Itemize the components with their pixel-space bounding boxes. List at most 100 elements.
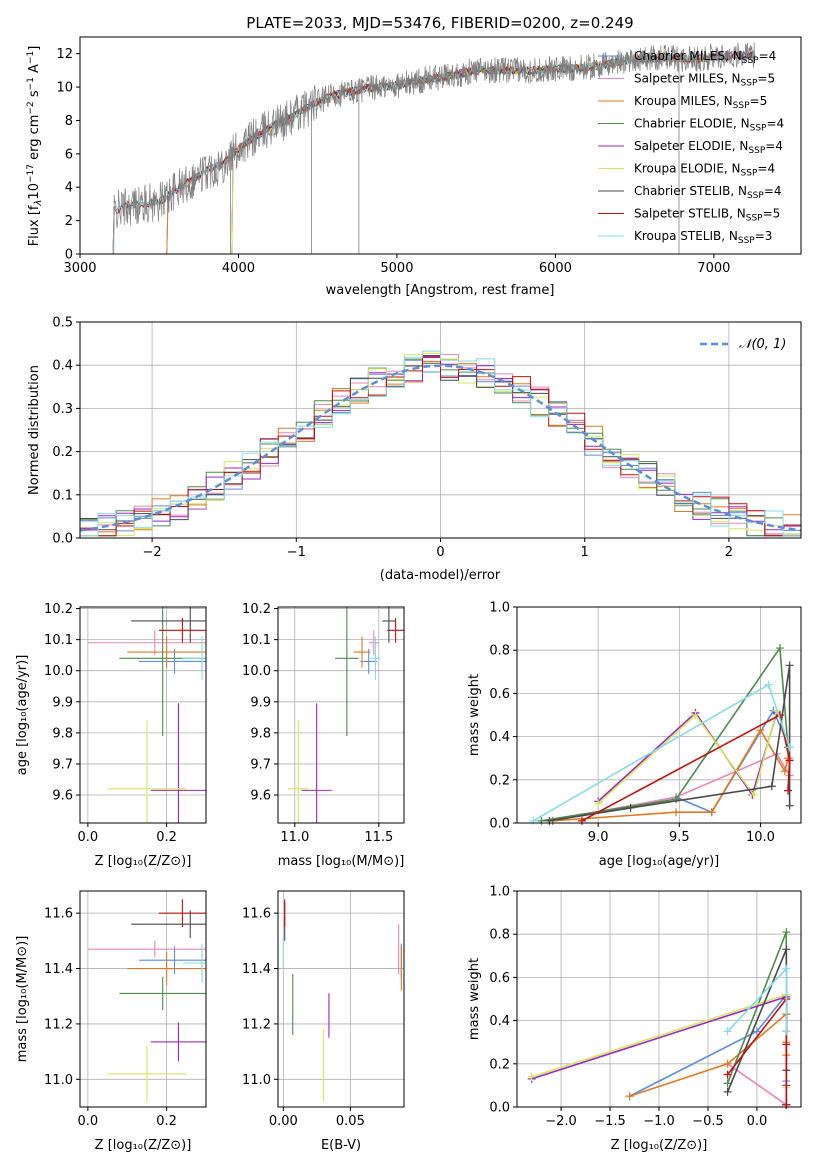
y-tick-label: 0.3 — [52, 402, 73, 417]
y-tick-label: 11.0 — [242, 1073, 271, 1088]
y-tick-label: 12 — [56, 47, 73, 62]
legend-label-chabrier_elodie: Chabrier ELODIE, NSSP=4 — [634, 117, 784, 134]
legend-label-kroupa_stelib: Kroupa STELIB, NSSP=3 — [634, 229, 772, 246]
y-tick-label: 9.8 — [250, 726, 271, 741]
y-tick-label: 11.4 — [242, 962, 271, 977]
mass-vs-z-y-label: mass [log₁₀(M/M⊙)] — [15, 936, 30, 1063]
y-tick-label: 6 — [65, 147, 73, 162]
y-tick-label: 1.0 — [489, 885, 510, 900]
weight-marker-chabrier_stelib — [785, 661, 794, 670]
age-vs-z-y-label: age [log₁₀(age/yr)] — [15, 655, 30, 776]
y-tick-label: 10 — [56, 81, 73, 96]
y-tick-label: 0.0 — [489, 817, 510, 832]
legend-label-kroupa_elodie: Kroupa ELODIE, NSSP=4 — [634, 162, 775, 179]
residual-histogram-kroupa_stelib — [80, 350, 801, 537]
x-tick-label: 11.5 — [364, 830, 393, 845]
spectrum-title: PLATE=2033, MJD=53476, FIBERID=0200, z=0… — [246, 14, 633, 32]
gaussian-curve — [79, 364, 802, 532]
age-vs-z-x-label: Z [log₁₀(Z/Z⊙)] — [95, 854, 192, 869]
x-tick-label: −1.5 — [594, 1114, 626, 1129]
y-tick-label: 9.9 — [52, 695, 73, 710]
weight-marker-chabrier_elodie — [723, 1079, 732, 1088]
gaussian-legend-label: 𝒩(0, 1) — [739, 337, 786, 352]
weight-vs-age-x-label: age [log₁₀(age/yr)] — [599, 854, 720, 869]
y-tick-label: 2 — [65, 214, 73, 229]
y-tick-label: 0.4 — [489, 1014, 510, 1029]
legend-label-salpeter_miles: Salpeter MILES, NSSP=5 — [634, 72, 775, 89]
y-tick-label: 10.1 — [44, 633, 73, 648]
y-tick-label: 0.1 — [52, 488, 73, 503]
weight-marker-chabrier_miles — [752, 1027, 761, 1036]
weight-marker-chabrier_stelib — [767, 782, 776, 791]
y-tick-label: 0.2 — [489, 1057, 510, 1072]
x-tick-label: 2 — [725, 545, 733, 560]
weight-marker-salpeter_stelib — [577, 816, 586, 825]
x-tick-label: −2.0 — [545, 1114, 577, 1129]
legend-label-salpeter_elodie: Salpeter ELODIE, NSSP=4 — [634, 139, 783, 156]
x-tick-label: 6000 — [539, 261, 572, 276]
weight-line-kroupa_miles — [552, 728, 789, 822]
x-tick-label: 0.05 — [336, 1114, 365, 1129]
x-tick-label: 1 — [581, 545, 589, 560]
x-tick-label: 0.0 — [78, 830, 99, 845]
legend-label-chabrier_miles: Chabrier MILES, NSSP=4 — [634, 49, 776, 66]
y-tick-label: 0.0 — [489, 1101, 510, 1116]
residuals-x-label: (data-model)/error — [380, 568, 501, 583]
y-tick-label: 0.0 — [52, 532, 73, 547]
y-tick-label: 0 — [65, 248, 73, 263]
weight-marker-kroupa_elodie — [691, 711, 700, 719]
weight-marker-kroupa_stelib — [782, 1027, 791, 1036]
y-tick-label: 11.0 — [44, 1073, 73, 1088]
weight-marker-kroupa_miles — [723, 1059, 732, 1068]
y-tick-label: 10.2 — [242, 602, 271, 617]
weight-line-kroupa_elodie — [597, 710, 778, 805]
y-tick-label: 0.2 — [52, 445, 73, 460]
weight-marker-kroupa_elodie — [594, 799, 603, 808]
y-tick-label: 11.6 — [242, 907, 271, 922]
weight-marker-kroupa_elodie — [527, 1072, 536, 1081]
weight-marker-kroupa_miles — [707, 808, 716, 817]
x-tick-label: 10.0 — [746, 830, 775, 845]
weight-line-chabrier_miles — [552, 708, 791, 822]
x-tick-label: 9.5 — [669, 830, 690, 845]
x-tick-label: 0 — [436, 545, 444, 560]
x-tick-label: 0.0 — [78, 1114, 99, 1129]
mass-vs-z-x-label: Z [log₁₀(Z/Z⊙)] — [95, 1138, 192, 1153]
y-tick-label: 10.1 — [242, 633, 271, 648]
weight-marker-kroupa_stelib — [529, 816, 538, 825]
weight-marker-kroupa_miles — [780, 767, 789, 776]
weight-marker-kroupa_stelib — [723, 1027, 732, 1036]
spectrum-legend: Chabrier MILES, NSSP=4 Salpeter MILES, NS… — [598, 49, 784, 246]
y-tick-label: 0.6 — [489, 971, 510, 986]
x-tick-label: −1.0 — [643, 1114, 675, 1129]
weight-vs-age-y-label: mass weight — [467, 674, 482, 756]
weight-marker-salpeter_stelib — [782, 1040, 791, 1049]
y-tick-label: 9.6 — [52, 789, 73, 804]
weight-marker-chabrier_elodie — [775, 644, 784, 653]
legend-label-chabrier_stelib: Chabrier STELIB, NSSP=4 — [634, 184, 782, 201]
residuals-panel: −2 −1 0 1 2 0.0 0.1 0.2 0.3 0.4 0.5 (data-model)/e… — [27, 316, 802, 583]
weight-marker-chabrier_elodie — [672, 795, 681, 804]
x-tick-label: 4000 — [222, 261, 255, 276]
residuals-y-label: Normed distribution — [27, 365, 42, 495]
data-spectrum — [113, 42, 756, 255]
x-tick-label: 0.00 — [269, 1114, 298, 1129]
y-tick-label: 11.4 — [44, 962, 73, 977]
weight-marker-salpeter_stelib — [784, 786, 793, 795]
y-tick-label: 0.4 — [52, 359, 73, 374]
x-tick-label: 7000 — [697, 261, 730, 276]
y-tick-label: 4 — [65, 181, 73, 196]
weight-vs-z-y-label: mass weight — [467, 958, 482, 1040]
y-tick-label: 0.5 — [52, 316, 73, 331]
legend-label-kroupa_miles: Kroupa MILES, NSSP=5 — [634, 94, 767, 111]
weight-marker-chabrier_stelib — [782, 945, 791, 954]
mass-vs-ebv-panel: 0.00 0.05 11.0 11.2 11.4 11.6 E(B-V) — [242, 890, 405, 1153]
weight-vs-z-panel: −2.0 −1.5 −1.0 −0.5 0.0 0.0 0.2 0.4 0.6 0.8 1.0 Z … — [467, 885, 802, 1153]
weight-line-salpeter_miles — [549, 752, 791, 822]
legend-label-salpeter_stelib: Salpeter STELIB, NSSP=5 — [634, 207, 780, 224]
weight-line-salpeter_stelib — [581, 713, 791, 822]
weight-marker-chabrier_elodie — [537, 816, 546, 825]
y-tick-label: 0.2 — [489, 773, 510, 788]
mass-vs-z-panel: 0.0 0.2 11.0 11.2 11.4 11.6 Z [log₁₀(Z/Z⊙)] m… — [15, 890, 207, 1153]
age-vs-mass-panel: 11.0 11.5 9.6 9.7 9.8 9.9 10.0 10.1 10.2 mass [l… — [242, 602, 405, 869]
